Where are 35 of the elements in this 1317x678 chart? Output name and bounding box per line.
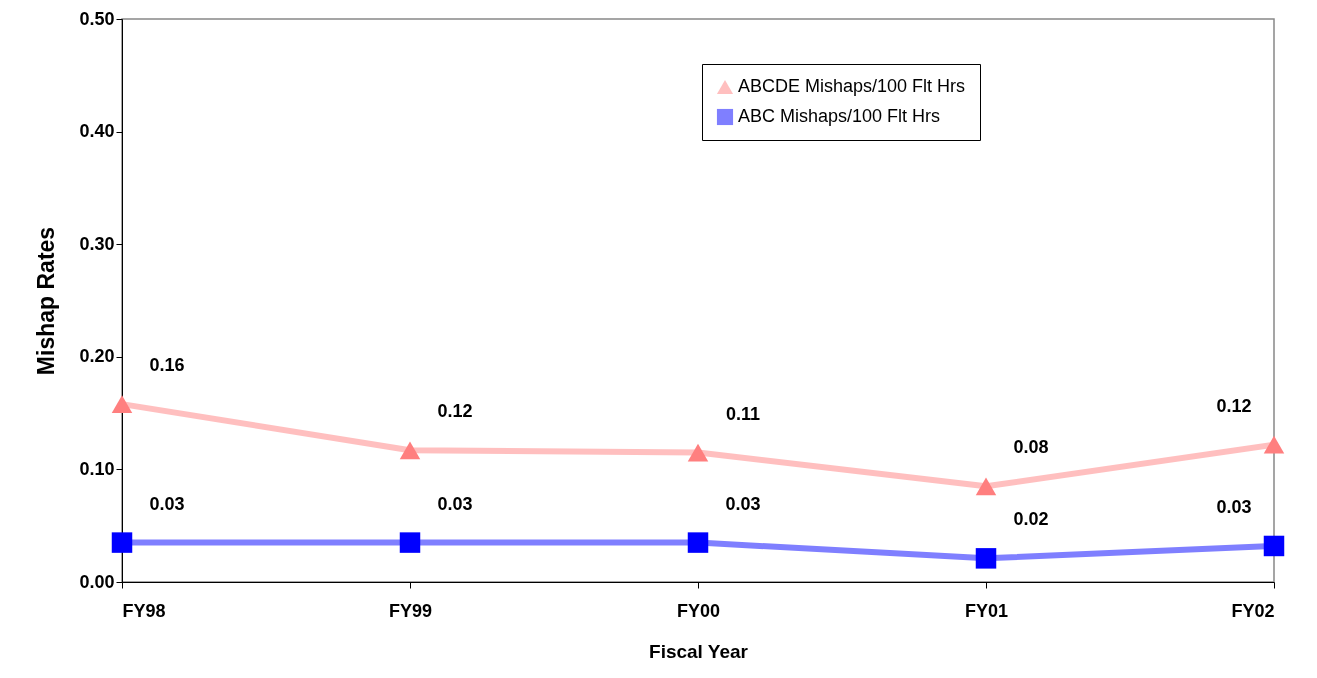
data-label: 0.03 bbox=[149, 493, 185, 514]
point bbox=[687, 443, 709, 462]
data-label: 0.11 bbox=[725, 403, 761, 424]
point bbox=[975, 477, 997, 496]
x-tick-label: FY99 bbox=[388, 600, 433, 621]
point bbox=[399, 441, 421, 460]
data-label: 0.03 bbox=[725, 493, 761, 514]
legend-label: ABCDE Mishaps/100 Flt Hrs bbox=[738, 76, 966, 96]
data-label: 0.12 bbox=[1216, 395, 1252, 416]
point bbox=[687, 532, 709, 553]
y-tick-label: 0.50 bbox=[79, 8, 115, 29]
point bbox=[975, 548, 997, 569]
point bbox=[111, 395, 133, 413]
y-tick-label: 0.40 bbox=[79, 121, 115, 142]
data-label: 0.16 bbox=[149, 355, 185, 376]
data-label: 0.12 bbox=[437, 401, 473, 422]
y-tick-label: 0.20 bbox=[79, 346, 115, 367]
point bbox=[399, 532, 421, 553]
x-tick-label: FY02 bbox=[1231, 600, 1275, 621]
y-tick-label: 0.30 bbox=[79, 233, 115, 254]
x-tick-label: FY98 bbox=[122, 600, 166, 621]
y-axis-title: Mishap Rates bbox=[33, 226, 60, 376]
data-label: 0.03 bbox=[1216, 496, 1252, 517]
point bbox=[111, 532, 133, 553]
data-label: 0.08 bbox=[1013, 437, 1049, 458]
y-tick-label: 0.00 bbox=[79, 571, 115, 592]
x-tick-label: FY01 bbox=[964, 600, 1009, 621]
point bbox=[1263, 435, 1285, 454]
legend-label: ABC Mishaps/100 Flt Hrs bbox=[738, 106, 941, 126]
point bbox=[1263, 535, 1285, 557]
x-axis-title: Fiscal Year bbox=[649, 640, 749, 662]
x-tick-label: FY00 bbox=[676, 600, 721, 621]
data-label: 0.03 bbox=[437, 493, 473, 514]
y-tick-label: 0.10 bbox=[79, 458, 115, 479]
data-label: 0.02 bbox=[1013, 509, 1049, 530]
